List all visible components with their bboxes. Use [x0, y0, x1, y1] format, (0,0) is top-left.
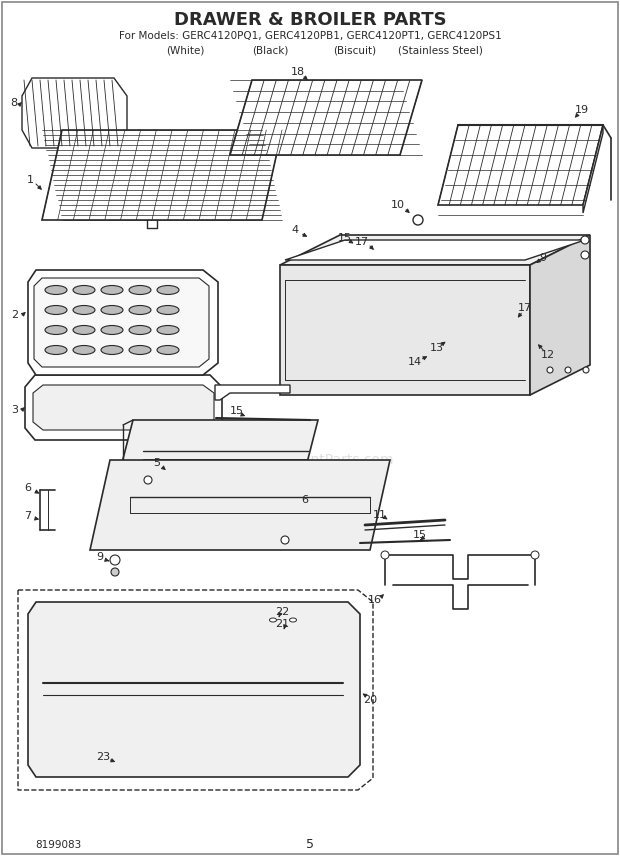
Text: 5: 5 — [306, 839, 314, 852]
Text: (Black): (Black) — [252, 45, 288, 55]
Text: 6: 6 — [301, 495, 309, 505]
Text: 8: 8 — [11, 98, 17, 108]
Polygon shape — [28, 602, 360, 777]
Text: 17: 17 — [518, 303, 532, 313]
Ellipse shape — [45, 306, 67, 314]
Text: 8199083: 8199083 — [35, 840, 81, 850]
Ellipse shape — [129, 306, 151, 314]
Circle shape — [581, 236, 589, 244]
Ellipse shape — [101, 286, 123, 294]
Text: DRAWER & BROILER PARTS: DRAWER & BROILER PARTS — [174, 11, 446, 29]
Circle shape — [281, 536, 289, 544]
Polygon shape — [530, 235, 590, 395]
Ellipse shape — [101, 306, 123, 314]
Text: 12: 12 — [541, 350, 555, 360]
Polygon shape — [115, 420, 318, 490]
Ellipse shape — [270, 618, 277, 622]
Polygon shape — [42, 130, 282, 220]
Ellipse shape — [129, 325, 151, 335]
Ellipse shape — [157, 346, 179, 354]
Polygon shape — [22, 78, 127, 148]
Polygon shape — [25, 375, 222, 440]
Ellipse shape — [73, 346, 95, 354]
Text: 17: 17 — [355, 237, 369, 247]
Ellipse shape — [157, 306, 179, 314]
Circle shape — [547, 367, 553, 373]
Ellipse shape — [129, 346, 151, 354]
Text: 15: 15 — [413, 530, 427, 540]
Text: 11: 11 — [373, 510, 387, 520]
Polygon shape — [18, 590, 373, 790]
Polygon shape — [33, 385, 214, 430]
Text: 10: 10 — [391, 200, 405, 210]
Ellipse shape — [73, 286, 95, 294]
Text: 9: 9 — [97, 552, 104, 562]
Text: 18: 18 — [291, 67, 305, 77]
Polygon shape — [230, 80, 422, 155]
Ellipse shape — [157, 286, 179, 294]
Polygon shape — [280, 265, 530, 395]
Text: 16: 16 — [368, 595, 382, 605]
Text: 19: 19 — [575, 105, 589, 115]
Text: 4: 4 — [291, 225, 299, 235]
Ellipse shape — [101, 325, 123, 335]
Ellipse shape — [73, 325, 95, 335]
Text: (Stainless Steel): (Stainless Steel) — [397, 45, 482, 55]
Text: 15: 15 — [230, 406, 244, 416]
Text: For Models: GERC4120PQ1, GERC4120PB1, GERC4120PT1, GERC4120PS1: For Models: GERC4120PQ1, GERC4120PB1, GE… — [118, 31, 502, 41]
Ellipse shape — [45, 286, 67, 294]
Circle shape — [110, 555, 120, 565]
Text: 15: 15 — [338, 233, 352, 243]
Polygon shape — [28, 270, 218, 375]
Polygon shape — [285, 240, 585, 260]
Ellipse shape — [157, 325, 179, 335]
Text: 3: 3 — [12, 405, 19, 415]
Circle shape — [144, 476, 152, 484]
Circle shape — [565, 367, 571, 373]
Ellipse shape — [129, 286, 151, 294]
Ellipse shape — [101, 346, 123, 354]
Circle shape — [531, 551, 539, 559]
Circle shape — [581, 251, 589, 259]
Text: 22: 22 — [275, 607, 289, 617]
Polygon shape — [34, 278, 209, 367]
Text: 6: 6 — [25, 483, 32, 493]
Text: 1: 1 — [27, 175, 33, 185]
Text: 13: 13 — [430, 343, 444, 353]
Text: 21: 21 — [275, 619, 289, 629]
Text: 9: 9 — [539, 253, 547, 263]
Circle shape — [111, 568, 119, 576]
Polygon shape — [90, 460, 390, 550]
Text: 7: 7 — [24, 511, 32, 521]
Polygon shape — [583, 125, 603, 213]
Text: 14: 14 — [408, 357, 422, 367]
Circle shape — [583, 367, 589, 373]
Text: 5: 5 — [154, 458, 161, 468]
Polygon shape — [215, 385, 290, 400]
Text: (Biscuit): (Biscuit) — [334, 45, 376, 55]
Circle shape — [381, 551, 389, 559]
Text: 23: 23 — [96, 752, 110, 762]
Ellipse shape — [45, 325, 67, 335]
Text: eReplacementParts.com: eReplacementParts.com — [226, 453, 394, 467]
Polygon shape — [438, 125, 603, 205]
Ellipse shape — [73, 306, 95, 314]
Text: 2: 2 — [11, 310, 19, 320]
Ellipse shape — [45, 346, 67, 354]
Polygon shape — [280, 235, 590, 265]
Text: 20: 20 — [363, 695, 377, 705]
Text: (White): (White) — [166, 45, 204, 55]
Circle shape — [413, 215, 423, 225]
Ellipse shape — [290, 618, 296, 622]
